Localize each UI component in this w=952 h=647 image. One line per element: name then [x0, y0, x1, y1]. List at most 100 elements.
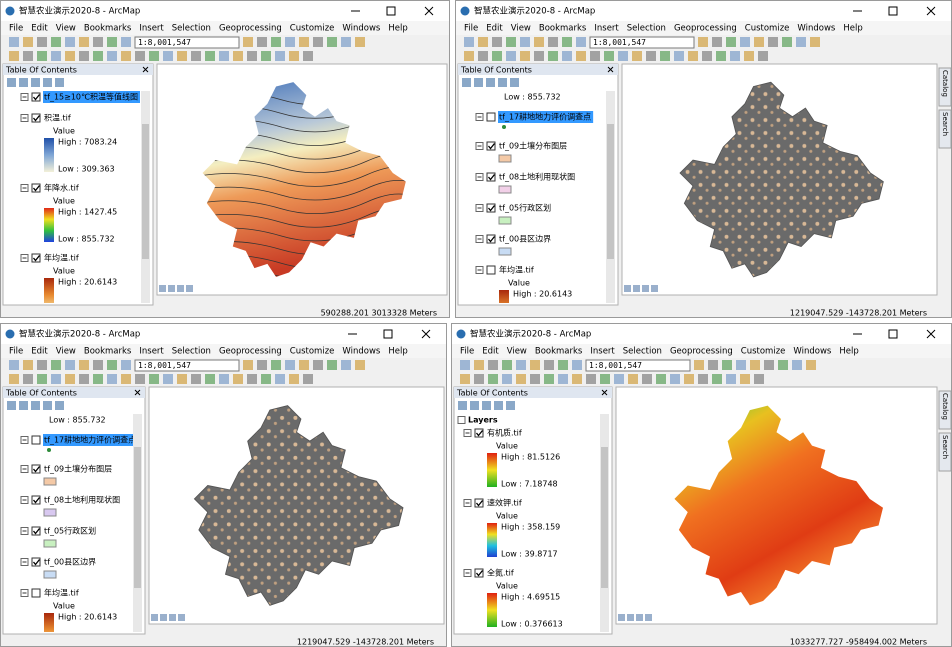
toolbar-button[interactable] [313, 360, 323, 370]
toolbar-button[interactable] [712, 374, 722, 384]
toolbar-button[interactable] [205, 374, 215, 384]
toolbar-button[interactable] [754, 374, 764, 384]
toolbar-button[interactable] [219, 51, 229, 61]
toolbar-button[interactable] [688, 51, 698, 61]
maximize-button[interactable] [888, 329, 898, 339]
layer-checkbox[interactable] [31, 183, 41, 193]
toolbar-button[interactable] [488, 374, 498, 384]
toc-tool[interactable] [498, 78, 507, 87]
toolbar-button[interactable] [698, 374, 708, 384]
toolbar-button[interactable] [51, 51, 61, 61]
menu-item[interactable]: File [460, 347, 474, 357]
toc-tool[interactable] [510, 78, 519, 87]
menu-item[interactable]: Windows [797, 24, 836, 34]
layer-name[interactable]: tf_17耕地地力评价调查点 [499, 112, 591, 122]
toolbar-button[interactable] [341, 37, 351, 47]
toolbar-button[interactable] [65, 374, 75, 384]
toolbar-button[interactable] [233, 374, 243, 384]
menu-item[interactable]: Customize [290, 24, 335, 34]
toolbar-button[interactable] [656, 374, 666, 384]
toolbar-button[interactable] [9, 51, 19, 61]
toolbar-button[interactable] [474, 374, 484, 384]
toolbar-button[interactable] [670, 374, 680, 384]
menu-item[interactable]: Help [388, 24, 407, 34]
toolbar-button[interactable] [107, 360, 117, 370]
toolbar-button[interactable] [474, 360, 484, 370]
menu-item[interactable]: Edit [482, 347, 499, 357]
toolbar-button[interactable] [303, 374, 313, 384]
view-button[interactable] [645, 614, 652, 621]
layer-name[interactable]: 积温.tif [44, 113, 71, 123]
toolbar-button[interactable] [744, 51, 754, 61]
layer-checkbox[interactable] [474, 498, 484, 508]
layer-checkbox[interactable] [486, 203, 496, 213]
toolbar-button[interactable] [502, 360, 512, 370]
toolbar-button[interactable] [702, 51, 712, 61]
view-button[interactable] [159, 285, 166, 292]
menu-item[interactable]: Bookmarks [539, 24, 587, 34]
toolbar-button[interactable] [736, 360, 746, 370]
toc-tool[interactable] [482, 401, 491, 410]
toolbar-button[interactable] [257, 37, 267, 47]
toolbar-button[interactable] [233, 51, 243, 61]
toc-tool[interactable] [55, 401, 64, 410]
layer-name[interactable]: 速效钾.tif [487, 498, 522, 508]
toolbar-button[interactable] [544, 374, 554, 384]
toolbar-button[interactable] [464, 51, 474, 61]
view-button[interactable] [618, 614, 625, 621]
toolbar-button[interactable] [289, 51, 299, 61]
side-tab[interactable] [938, 390, 951, 430]
layer-checkbox[interactable] [486, 172, 496, 182]
menu-item[interactable]: File [9, 347, 23, 357]
layer-name[interactable]: tf_00县区边界 [499, 234, 551, 244]
side-tab-label[interactable]: Search [941, 435, 949, 459]
layer-checkbox[interactable] [474, 568, 484, 578]
layer-checkbox[interactable] [31, 557, 41, 567]
toolbar-button[interactable] [646, 51, 656, 61]
layer-checkbox[interactable] [486, 234, 496, 244]
toolbar-button[interactable] [708, 360, 718, 370]
layer-name[interactable]: 全氮.tif [487, 568, 514, 578]
toolbar-button[interactable] [247, 374, 257, 384]
toolbar-button[interactable] [303, 51, 313, 61]
layer-name[interactable]: tf_00县区边界 [44, 557, 96, 567]
menu-item[interactable]: Edit [31, 24, 48, 34]
menu-item[interactable]: Help [388, 347, 407, 357]
toolbar-button[interactable] [93, 37, 103, 47]
toolbar-button[interactable] [576, 51, 586, 61]
toolbar-button[interactable] [261, 374, 271, 384]
layer-name[interactable]: 有机质.tif [487, 428, 522, 438]
toolbar-button[interactable] [149, 51, 159, 61]
toolbar-button[interactable] [488, 360, 498, 370]
toolbar-button[interactable] [722, 360, 732, 370]
toc-tool[interactable] [55, 78, 64, 87]
toolbar-button[interactable] [674, 51, 684, 61]
toolbar-button[interactable] [177, 51, 187, 61]
view-button[interactable] [642, 285, 649, 292]
toolbar-button[interactable] [285, 360, 295, 370]
toolbar-button[interactable] [492, 51, 502, 61]
toolbar-button[interactable] [516, 360, 526, 370]
menu-item[interactable]: Geoprocessing [219, 347, 282, 357]
menu-item[interactable]: Selection [627, 24, 666, 34]
toolbar-button[interactable] [93, 374, 103, 384]
menu-item[interactable]: View [511, 24, 531, 34]
layer-name[interactable]: tf_15≥10℃积温等值线图 [44, 92, 138, 102]
layer-name[interactable]: tf_08土地利用现状图 [44, 495, 120, 505]
layer-name[interactable]: 年均温.tif [44, 588, 79, 598]
toolbar-button[interactable] [506, 51, 516, 61]
view-button[interactable] [633, 285, 640, 292]
toolbar-button[interactable] [478, 37, 488, 47]
toolbar-button[interactable] [506, 37, 516, 47]
menu-item[interactable]: Customize [745, 24, 790, 34]
menu-item[interactable]: Insert [594, 24, 619, 34]
toolbar-button[interactable] [726, 37, 736, 47]
toolbar-button[interactable] [750, 360, 760, 370]
toolbar-button[interactable] [726, 374, 736, 384]
toolbar-button[interactable] [299, 37, 309, 47]
menu-item[interactable]: View [507, 347, 527, 357]
side-tab-label[interactable]: Catalog [941, 393, 949, 420]
toolbar-button[interactable] [23, 37, 33, 47]
toolbar-button[interactable] [684, 374, 694, 384]
layer-name[interactable]: tf_09土壤分布图层 [44, 464, 112, 474]
